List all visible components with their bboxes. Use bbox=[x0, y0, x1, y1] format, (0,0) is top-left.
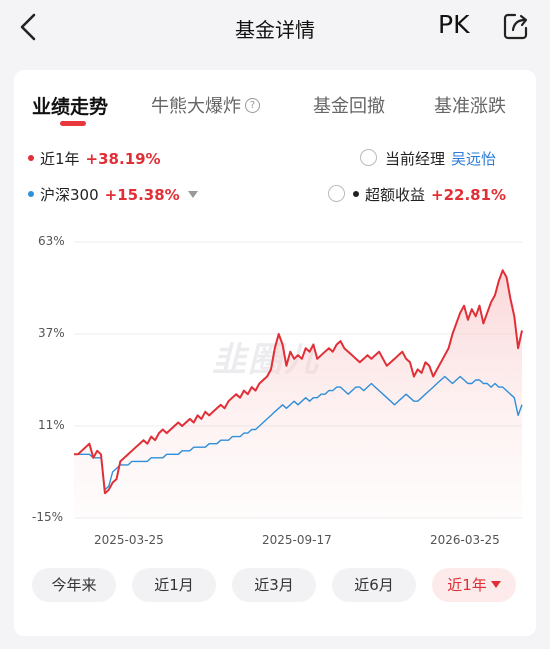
legend-benchmark[interactable]: 沪深300 +15.38% bbox=[28, 184, 198, 205]
range-1m-button[interactable]: 近1月 bbox=[132, 568, 216, 602]
dropdown-triangle-icon bbox=[490, 581, 501, 588]
legend-excess[interactable]: 超额收益 +22.81% bbox=[328, 184, 506, 205]
share-icon[interactable] bbox=[502, 11, 530, 41]
range-ytd-button[interactable]: 今年来 bbox=[32, 568, 116, 602]
x-tick-label: 2025-09-17 bbox=[262, 533, 332, 547]
range-3m-button[interactable]: 近3月 bbox=[232, 568, 316, 602]
y-tick-label: -15% bbox=[32, 510, 64, 524]
x-tick-label: 2025-03-25 bbox=[94, 533, 164, 547]
legend-fund: 近1年 +38.19% bbox=[28, 148, 161, 169]
tab-drawdown[interactable]: 基金回撤 bbox=[313, 96, 385, 117]
top-bar: 基金详情 PK bbox=[0, 0, 550, 56]
excess-dot-icon bbox=[353, 190, 359, 197]
pk-button[interactable]: PK bbox=[438, 10, 470, 39]
manager-name[interactable]: 吴远怡 bbox=[451, 150, 497, 168]
page-title: 基金详情 bbox=[235, 18, 315, 42]
fund-area bbox=[74, 270, 522, 518]
benchmark-dot-icon bbox=[28, 190, 34, 197]
help-icon[interactable]: ? bbox=[245, 97, 260, 113]
manager-radio[interactable] bbox=[360, 149, 377, 166]
y-tick-label: 11% bbox=[38, 418, 65, 432]
performance-chart[interactable] bbox=[14, 70, 536, 560]
tab-bull-bear[interactable]: 牛熊大爆炸? bbox=[151, 92, 260, 118]
y-tick-label: 37% bbox=[38, 326, 65, 340]
range-1y-button[interactable]: 近1年 bbox=[432, 568, 516, 602]
x-tick-label: 2026-03-25 bbox=[430, 533, 500, 547]
active-tab-indicator bbox=[60, 121, 86, 126]
back-arrow-icon[interactable] bbox=[14, 10, 44, 44]
y-tick-label: 63% bbox=[38, 234, 65, 248]
performance-card: 业绩走势 牛熊大爆炸? 基金回撤 基准涨跌 近1年 +38.19% 当前经理 吴远怡… bbox=[14, 70, 536, 636]
fund-dot-icon bbox=[28, 154, 34, 161]
excess-radio[interactable] bbox=[328, 185, 345, 202]
fund-series-line bbox=[74, 269, 523, 495]
tab-performance[interactable]: 业绩走势 bbox=[32, 96, 109, 118]
legend-manager[interactable]: 当前经理 吴远怡 bbox=[360, 148, 496, 169]
range-6m-button[interactable]: 近6月 bbox=[332, 568, 416, 602]
tab-benchmark[interactable]: 基准涨跌 bbox=[434, 96, 506, 117]
benchmark-series-line bbox=[74, 375, 523, 491]
dropdown-triangle-icon[interactable] bbox=[187, 191, 198, 198]
